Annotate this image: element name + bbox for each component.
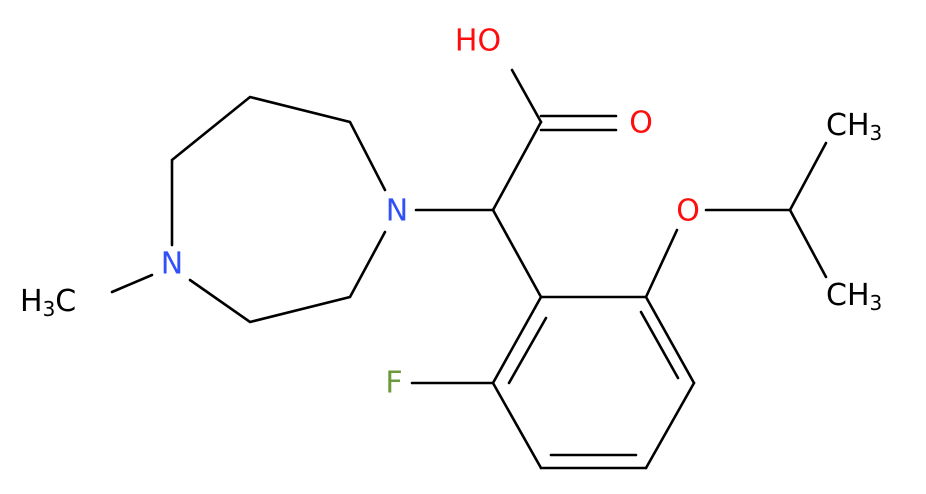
label-part: CH [826,108,870,143]
atom-label: F [385,366,402,401]
label-part: CH [826,278,870,313]
label-part: H [20,284,43,319]
atom-label: N [386,194,408,229]
atom-label: CH3 [826,108,882,145]
atom-label: O [629,106,653,141]
atom-label: H3C [20,284,76,321]
atom-label: CH3 [826,278,882,315]
label-subscript: 3 [43,297,56,321]
label-subscript: 3 [870,291,883,315]
label-subscript: 3 [870,121,883,145]
atom-label: N [161,247,183,282]
bonds [110,68,828,470]
atom-label: HO [455,24,501,59]
atom-label: O [676,194,700,229]
label-part: C [55,284,76,319]
